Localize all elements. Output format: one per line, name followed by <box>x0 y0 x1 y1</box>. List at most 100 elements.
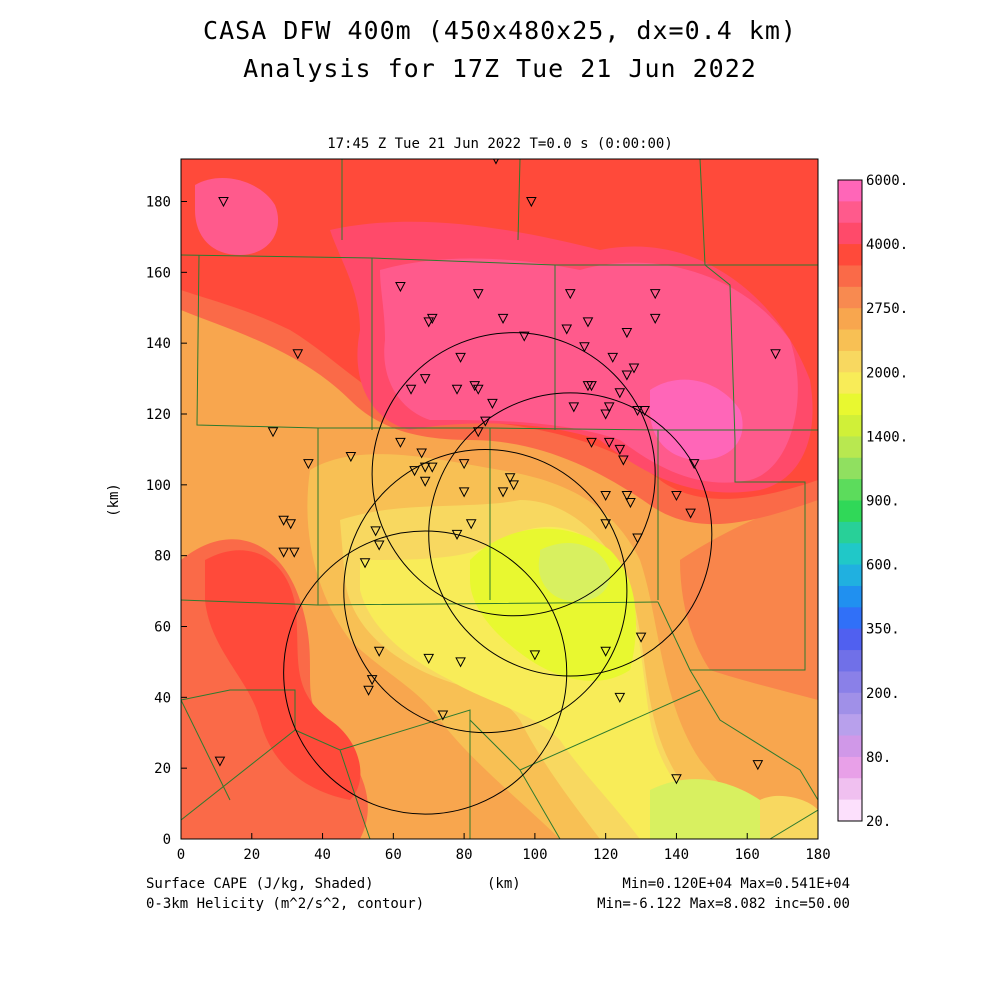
station-marker <box>586 381 597 392</box>
station-marker <box>621 370 633 381</box>
station-marker <box>366 675 378 686</box>
station-marker <box>586 437 597 448</box>
colorbar-swatch <box>838 778 862 801</box>
colorbar-swatch <box>838 799 862 822</box>
station-marker <box>405 384 417 395</box>
colorbar-swatch <box>838 607 862 630</box>
footer-contour-field-label: 0-3km Helicity (m^2/s^2, contour) <box>146 896 425 912</box>
x-tick-label: 140 <box>664 847 689 863</box>
x-tick-label: 160 <box>735 847 760 863</box>
colorbar-label: 600. <box>866 558 900 574</box>
y-axis-unit-label: (km) <box>106 483 122 517</box>
station-marker <box>345 452 357 463</box>
colorbar-label: 1400. <box>866 429 908 445</box>
y-tick-label: 80 <box>154 549 171 565</box>
colorbar-swatch <box>838 543 862 566</box>
colorbar-swatch <box>838 564 862 587</box>
station-marker <box>621 328 633 339</box>
station-marker <box>632 405 643 417</box>
station-marker <box>218 197 229 208</box>
y-tick-label: 100 <box>146 478 171 494</box>
colorbar-frame <box>837 179 863 822</box>
station-marker <box>600 490 611 502</box>
station-marker <box>487 398 498 409</box>
station-marker <box>278 547 289 558</box>
colorbar-swatch <box>838 735 862 758</box>
station-marker <box>480 416 491 427</box>
station-marker <box>437 710 449 721</box>
station-marker <box>504 473 516 484</box>
plot-subtitle: 17:45 Z Tue 21 Jun 2022 T=0.0 s (0:00:00… <box>327 136 673 152</box>
colorbar-swatch <box>838 521 862 544</box>
colorbar-label: 2000. <box>866 365 908 381</box>
station-marker <box>373 646 385 657</box>
colorbar-swatch <box>838 457 862 480</box>
station-marker <box>600 409 611 420</box>
colorbar-swatch <box>838 286 862 309</box>
county-boundaries <box>181 159 818 839</box>
plot-frame <box>180 158 819 840</box>
station-marker <box>472 384 484 395</box>
plot-title-line1: CASA DFW 400m (450x480x25, dx=0.4 km) <box>203 16 797 45</box>
colorbar-labels: 6000. 4000. 2750. 2000. 1400. 900. 600. 350. 200… <box>866 173 908 830</box>
station-marker <box>278 515 289 526</box>
x-tick-label: 40 <box>314 847 331 863</box>
station-marker <box>529 650 541 661</box>
colorbar-swatch <box>838 650 862 672</box>
radar-ring <box>428 392 713 677</box>
station-marker <box>472 427 484 438</box>
x-tick-label: 60 <box>385 847 402 863</box>
y-tick-label: 60 <box>154 620 171 636</box>
station-marker <box>600 646 611 657</box>
colorbar-swatch <box>838 628 862 651</box>
station-marker <box>426 313 438 324</box>
colorbar-label: 200. <box>866 686 900 702</box>
x-tick-label: 20 <box>243 847 260 863</box>
colorbar-swatch <box>838 222 862 245</box>
colorbar-swatch <box>838 692 862 715</box>
station-marker <box>359 558 371 569</box>
station-marker <box>561 324 573 335</box>
station-marker <box>603 402 615 413</box>
colorbar-swatch <box>838 265 862 288</box>
colorbar-swatch <box>838 180 862 202</box>
x-axis: 0 20 40 60 80 100 120 140 160 180 <box>177 833 831 863</box>
station-marker <box>373 540 385 551</box>
footer-shaded-stats: Min=0.120E+04 Max=0.541E+04 <box>622 876 850 892</box>
station-marker <box>497 487 509 498</box>
station-marker <box>497 313 509 324</box>
station-marker <box>451 529 463 540</box>
station-marker <box>635 632 647 643</box>
station-marker <box>770 349 781 360</box>
station-marker <box>508 480 519 491</box>
station-marker <box>518 331 530 342</box>
station-marker <box>455 352 466 363</box>
y-tick-label: 40 <box>154 690 171 706</box>
colorbar-swatch <box>838 329 862 352</box>
station-marker <box>416 448 427 459</box>
station-marker <box>649 313 661 324</box>
y-axis: 0 20 40 60 80 100 120 140 160 180 <box>146 195 187 848</box>
station-marker <box>458 459 470 470</box>
station-marker <box>526 197 537 208</box>
station-marker <box>426 462 438 473</box>
y-tick-label: 120 <box>146 407 171 423</box>
station-marker <box>469 381 481 392</box>
station-marker <box>472 289 484 300</box>
station-marker <box>639 405 650 417</box>
colorbar-swatch <box>838 436 862 459</box>
x-tick-label: 80 <box>456 847 473 863</box>
station-marker <box>671 774 682 785</box>
colorbar-label: 6000. <box>866 173 908 189</box>
station-marker <box>303 459 314 470</box>
x-tick-label: 180 <box>805 847 830 863</box>
colorbar-swatch <box>838 372 862 395</box>
station-marker <box>214 756 226 767</box>
plot-title-line2: Analysis for 17Z Tue 21 Jun 2022 <box>243 54 757 83</box>
colorbar-swatch <box>838 671 862 694</box>
y-tick-label: 180 <box>146 195 171 211</box>
station-marker <box>671 490 682 502</box>
colorbar-swatch <box>838 393 862 416</box>
station-marker <box>621 490 633 502</box>
station-marker <box>419 374 431 385</box>
